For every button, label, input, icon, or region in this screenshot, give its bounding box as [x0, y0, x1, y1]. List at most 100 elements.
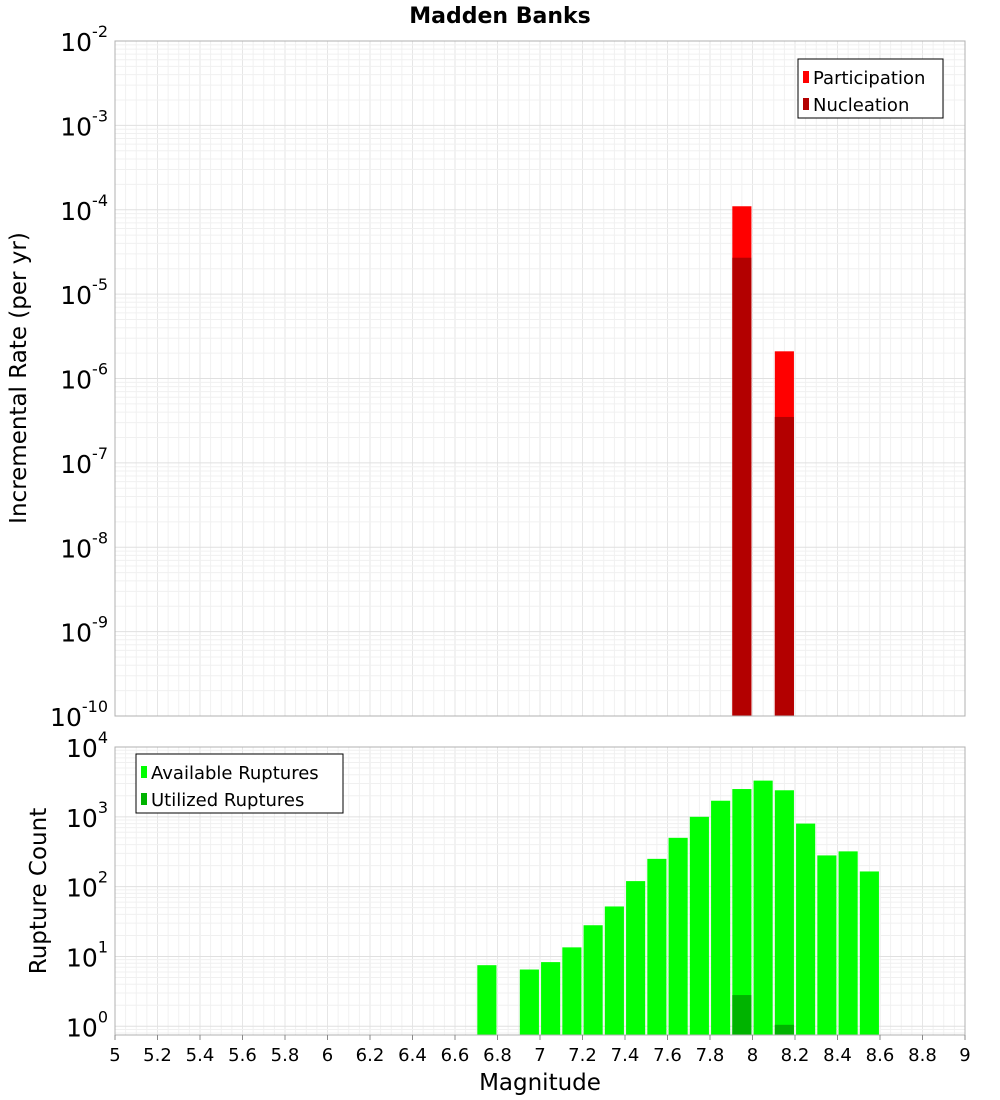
x-tick-label: 7.6 — [653, 1045, 682, 1066]
x-tick-label: 6.2 — [356, 1045, 385, 1066]
top-y-tick-label: 10-9 — [60, 613, 108, 648]
x-tick-label: 5.8 — [271, 1045, 300, 1066]
x-tick-label: 6.6 — [441, 1045, 470, 1066]
x-tick-label: 6.4 — [398, 1045, 427, 1066]
tick-exponent: -4 — [92, 191, 108, 210]
tick-base: 10 — [66, 874, 98, 903]
x-tick-label: 6 — [322, 1045, 333, 1066]
bottom-bar-a-1 — [519, 969, 539, 1035]
bottom-legend: Available Ruptures Utilized Ruptures — [135, 753, 344, 814]
bottom-bar-a-11 — [732, 789, 752, 1035]
top-bars — [732, 206, 794, 716]
top-y-axis-label: Incremental Rate (per yr) — [6, 232, 32, 524]
bottom-y-tick-label: 101 — [66, 937, 108, 972]
tick-base: 10 — [60, 534, 92, 563]
x-tick-label: 7.2 — [568, 1045, 597, 1066]
tick-base: 10 — [66, 943, 98, 972]
bottom-bar-a-2 — [541, 962, 561, 1035]
bottom-bar-a-10 — [711, 800, 731, 1035]
x-tick-label: 8.8 — [908, 1045, 937, 1066]
top-legend-label: Nucleation — [813, 95, 909, 116]
top-legend-box — [797, 58, 944, 119]
bottom-bar-a-5 — [604, 906, 624, 1035]
tick-base: 10 — [66, 1013, 98, 1042]
bottom-bar-a-14 — [796, 823, 816, 1035]
x-tick-label: 5.4 — [186, 1045, 215, 1066]
tick-exponent: 4 — [98, 728, 108, 747]
bottom-y-tick-label: 100 — [66, 1007, 108, 1042]
bottom-legend-label: Available Ruptures — [151, 763, 319, 784]
bottom-bar-a-9 — [689, 816, 709, 1035]
tick-exponent: -2 — [92, 22, 108, 41]
top-y-tick-label: 10-5 — [60, 275, 108, 310]
top-grid — [114, 40, 966, 717]
top-y-tick-label: 10-3 — [60, 106, 108, 141]
bottom-bar-b-0 — [732, 995, 752, 1035]
tick-base: 10 — [60, 619, 92, 648]
tick-base: 10 — [50, 703, 82, 732]
bottom-legend-label: Utilized Ruptures — [151, 790, 304, 811]
tick-exponent: 2 — [98, 868, 108, 887]
top-y-tick-label: 10-10 — [50, 697, 108, 732]
x-tick-label: 8.6 — [866, 1045, 895, 1066]
x-tick-label: 7.4 — [611, 1045, 640, 1066]
tick-base: 10 — [66, 734, 98, 763]
tick-base: 10 — [60, 450, 92, 479]
bottom-legend-box — [135, 753, 344, 814]
top-legend-swatch — [803, 71, 809, 83]
tick-base: 10 — [60, 112, 92, 141]
bottom-bar-a-15 — [817, 855, 837, 1035]
bottom-legend-swatch — [141, 793, 147, 805]
bottom-bar-a-16 — [838, 851, 858, 1035]
top-y-tick-label: 10-7 — [60, 444, 108, 479]
bottom-bar-a-12 — [753, 780, 773, 1035]
bottom-bar-a-3 — [562, 947, 582, 1035]
top-legend: Participation Nucleation — [797, 58, 944, 119]
top-y-tick-label: 10-2 — [60, 22, 108, 57]
tick-exponent: -6 — [92, 360, 108, 379]
tick-base: 10 — [66, 804, 98, 833]
tick-base: 10 — [60, 28, 92, 57]
x-ticks: 5 5.2 5.4 5.6 5.8 6 6.2 6.4 6.6 6.8 7 7.2 7.4 7.6 7.8 8… — [109, 1035, 971, 1066]
bottom-bar-a-6 — [626, 881, 646, 1035]
bottom-y-axis-label: Rupture Count — [26, 808, 52, 974]
bottom-bar-a-7 — [647, 858, 667, 1035]
bottom-y-tick-label: 104 — [66, 728, 108, 763]
tick-exponent: -3 — [92, 106, 108, 125]
x-tick-label: 7.8 — [696, 1045, 725, 1066]
x-tick-label: 8 — [747, 1045, 758, 1066]
bottom-legend-swatch — [141, 766, 147, 778]
x-tick-label: 9 — [959, 1045, 970, 1066]
x-tick-label: 5.6 — [228, 1045, 257, 1066]
bottom-bar-a-17 — [859, 871, 879, 1035]
x-axis-label: Magnitude — [479, 1070, 601, 1096]
tick-base: 10 — [60, 197, 92, 226]
top-y-tick-label: 10-6 — [60, 360, 108, 395]
bottom-bar-a-4 — [583, 925, 603, 1035]
bottom-y-tick-label: 103 — [66, 798, 108, 833]
tick-exponent: 1 — [98, 937, 108, 956]
tick-exponent: 0 — [98, 1007, 108, 1026]
x-tick-label: 8.2 — [781, 1045, 810, 1066]
tick-exponent: -10 — [82, 697, 108, 716]
bottom-bar-a-13 — [774, 790, 794, 1035]
bottom-bar-a-8 — [668, 837, 688, 1035]
top-bar-b-1 — [774, 416, 794, 716]
tick-exponent: -7 — [92, 444, 108, 463]
x-tick-label: 7 — [534, 1045, 545, 1066]
top-plot-frame — [114, 40, 966, 717]
bottom-bar-b-1 — [774, 1024, 794, 1035]
bottom-y-tick-label: 102 — [66, 868, 108, 903]
x-tick-label: 5.2 — [143, 1045, 172, 1066]
x-tick-label: 8.4 — [823, 1045, 852, 1066]
top-y-tick-label: 10-8 — [60, 528, 108, 563]
tick-exponent: -5 — [92, 275, 108, 294]
top-y-tick-label: 10-4 — [60, 191, 108, 226]
bottom-bar-a-0 — [477, 965, 497, 1035]
tick-base: 10 — [60, 281, 92, 310]
top-legend-swatch — [803, 98, 809, 110]
